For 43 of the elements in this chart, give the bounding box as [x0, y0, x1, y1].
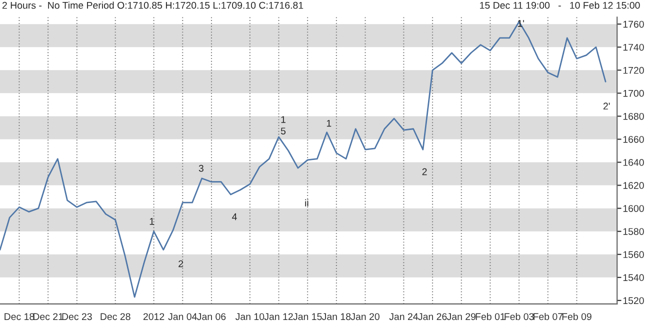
x-tick-label: Jan 06 — [197, 313, 226, 320]
x-tick-label: Jan 20 — [350, 313, 380, 320]
x-tick-label: Jan 24 — [389, 313, 418, 320]
x-tick-label: Feb 07 — [534, 312, 563, 320]
annotation: ii — [305, 199, 308, 206]
y-tick-label: 1660 — [623, 136, 644, 143]
x-tick-label: Jan 12 — [264, 313, 293, 320]
x-tick-label: Dec 21 — [33, 313, 63, 320]
y-tick-label: 1700 — [623, 90, 644, 97]
y-tick-label: 1740 — [623, 44, 644, 51]
annotation: 5 — [280, 128, 286, 134]
y-tick-label: 1540 — [623, 274, 644, 282]
x-tick-label: Jan 26 — [418, 313, 447, 320]
x-tick-label: Jan 04 — [168, 313, 197, 320]
annotation: 2' — [603, 102, 610, 110]
x-tick-label: 2012 — [143, 313, 164, 320]
y-tick-label: 1600 — [623, 205, 644, 212]
x-tick-label: Feb 01 — [476, 312, 505, 320]
y-tick-label: 1680 — [623, 112, 644, 120]
y-tick-label: 1580 — [623, 228, 644, 235]
x-tick-label: Feb 03 — [504, 312, 534, 320]
y-tick-label: 1620 — [623, 182, 644, 189]
annotation: 2 — [178, 260, 184, 268]
y-tick-label: 1640 — [623, 159, 644, 166]
text: 15 Dec 11 19:00 - 10 Feb 12 15:00 — [480, 2, 640, 9]
y-tick-label: 1520 — [623, 297, 644, 304]
x-tick-label: Dec 23 — [62, 313, 92, 320]
y-tick-label: 1720 — [623, 66, 644, 74]
chart-title: 2 Hours - No Time Period O:1710.85 H:1720.15 L:1709.10 C:1716.81 — [2, 2, 304, 9]
annotation: 2 — [422, 168, 427, 176]
x-tick-label: Jan 18 — [322, 313, 351, 320]
x-tick-label: Feb 09 — [562, 312, 592, 320]
x-tick-label: Jan 15 — [293, 313, 322, 320]
annotation: 1 — [326, 120, 332, 127]
annotation: 1 — [281, 116, 286, 123]
y-tick-label: 1560 — [623, 251, 644, 258]
x-tick-label: Dec 28 — [100, 313, 130, 320]
annotation: 4 — [232, 213, 237, 220]
annotation: 3 — [198, 164, 204, 172]
annotation: 1 — [150, 218, 154, 225]
x-tick-label: Jan 10 — [235, 313, 264, 320]
x-tick-label: Jan 29 — [446, 313, 476, 320]
y-tick-label: 1760 — [623, 20, 644, 28]
